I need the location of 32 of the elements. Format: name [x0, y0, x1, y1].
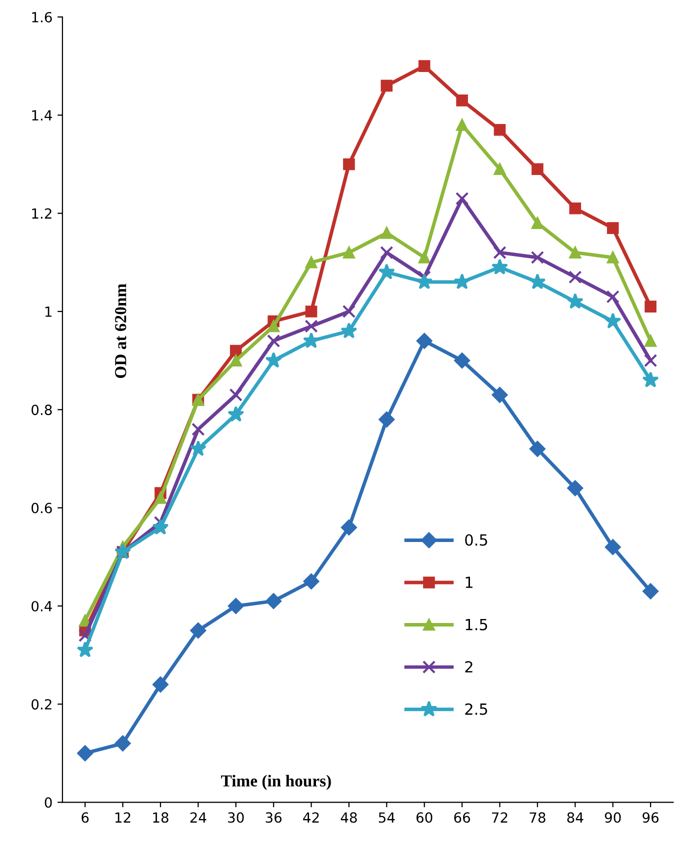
x-tick-label: 96 — [642, 812, 659, 823]
y-tick-label: 1 — [45, 306, 52, 317]
x-tick-label: 36 — [266, 812, 282, 823]
legend-label: 2 — [465, 661, 472, 672]
y-tick-label: 1.6 — [32, 12, 52, 22]
x-tick-label: 78 — [530, 812, 546, 823]
x-tick-label: 48 — [340, 812, 357, 823]
x-tick-label: 66 — [454, 812, 470, 823]
x-tick-label: 24 — [190, 812, 206, 823]
x-tick-label: 84 — [567, 812, 584, 823]
y-tick-label: 0.4 — [32, 600, 52, 612]
y-tick-label: 0 — [44, 797, 52, 808]
x-tick-label: 42 — [303, 812, 319, 823]
x-tick-label: 90 — [604, 812, 621, 823]
legend-label: 0.5 — [465, 534, 488, 546]
x-tick-label: 18 — [153, 812, 168, 823]
y-tick-label: 0.2 — [32, 699, 52, 710]
x-tick-label: 72 — [492, 812, 508, 823]
x-tick-label: 60 — [416, 812, 432, 823]
y-tick-label: 1.2 — [32, 208, 52, 219]
legend-label: 2.5 — [465, 703, 488, 715]
x-tick-label: 54 — [378, 812, 395, 823]
x-tick-label: 30 — [228, 812, 244, 823]
y-tick-label: 0.8 — [32, 404, 52, 416]
y-tick-label: 0.6 — [32, 502, 52, 514]
y-tick-label: 1.4 — [32, 110, 52, 120]
legend-label: 1 — [466, 576, 472, 588]
x-axis-title: Time (in hours) — [221, 774, 331, 790]
x-tick-label: 12 — [115, 812, 130, 823]
y-axis-title: OD at 620nm — [115, 284, 126, 378]
legend-label: 1.5 — [466, 618, 488, 630]
x-tick-label: 6 — [82, 812, 89, 823]
